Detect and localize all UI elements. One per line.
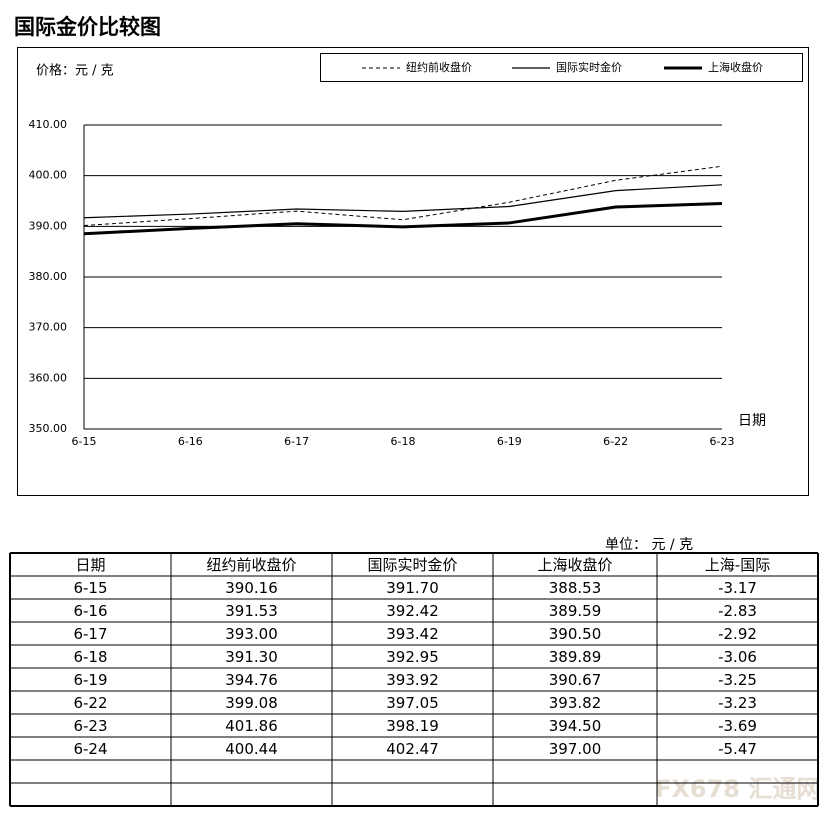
table-header: 上海收盘价 — [537, 556, 612, 574]
table-cell: 391.53 — [225, 602, 278, 620]
table-cell: 6-22 — [73, 694, 107, 712]
series-line — [83, 202, 723, 236]
table-cell: 389.89 — [549, 648, 602, 666]
x-tick-label: 6-22 — [603, 435, 628, 448]
table-cell: -2.92 — [718, 625, 757, 643]
table-cell: 394.50 — [549, 717, 602, 735]
table-cell: 401.86 — [225, 717, 278, 735]
table-header: 国际实时金价 — [367, 556, 457, 574]
table-cell: -3.06 — [718, 648, 757, 666]
table-cell: 397.00 — [549, 740, 602, 758]
table-cell: -3.69 — [718, 717, 757, 735]
table-cell: 393.92 — [386, 671, 439, 689]
chart-frame — [17, 47, 809, 496]
series-line — [83, 165, 723, 227]
x-axis-label: 日期 — [738, 413, 766, 429]
y-tick-label: 390.00 — [29, 219, 68, 232]
y-tick-label: 360.00 — [29, 371, 68, 384]
x-tick-label: 6-23 — [710, 435, 735, 448]
table-cell: 391.30 — [225, 648, 278, 666]
table-header: 纽约前收盘价 — [206, 556, 296, 574]
table-cell: -3.23 — [718, 694, 757, 712]
table-cell: -3.17 — [718, 579, 757, 597]
table-cell: -2.83 — [718, 602, 757, 620]
x-tick-label: 6-18 — [391, 435, 416, 448]
watermark: FX678 汇通网 — [655, 775, 820, 803]
y-tick-label: 370.00 — [29, 321, 68, 334]
table-cell: 6-18 — [73, 648, 107, 666]
table-cell: 388.53 — [549, 579, 602, 597]
table-cell: 6-24 — [73, 740, 107, 758]
x-tick-label: 6-16 — [178, 435, 203, 448]
table-cell: -5.47 — [718, 740, 757, 758]
y-tick-label: 350.00 — [29, 422, 68, 435]
table-header: 上海-国际 — [705, 556, 770, 574]
table-cell: 6-15 — [73, 579, 107, 597]
table-cell: -3.25 — [718, 671, 757, 689]
table-cell: 394.76 — [225, 671, 278, 689]
table-cell: 6-23 — [73, 717, 107, 735]
x-tick-label: 6-17 — [284, 435, 309, 448]
chart-title: 国际金价比较图 — [14, 15, 161, 39]
x-tick-label: 6-19 — [497, 435, 522, 448]
table-cell: 393.82 — [549, 694, 602, 712]
table-cell: 393.00 — [225, 625, 278, 643]
table-cell: 390.16 — [225, 579, 278, 597]
legend-label: 国际实时金价 — [556, 60, 622, 74]
x-tick-label: 6-15 — [72, 435, 97, 448]
table-cell: 389.59 — [549, 602, 602, 620]
table-cell: 392.42 — [386, 602, 439, 620]
legend-label: 纽约前收盘价 — [406, 60, 472, 74]
table-cell: 392.95 — [386, 648, 439, 666]
table-cell: 393.42 — [386, 625, 439, 643]
table-unit: 单位： 元 / 克 — [605, 537, 693, 553]
table-cell: 6-17 — [73, 625, 107, 643]
table-cell: 400.44 — [225, 740, 278, 758]
table-cell: 390.50 — [549, 625, 602, 643]
table-cell: 397.05 — [386, 694, 439, 712]
table-cell: 391.70 — [386, 579, 439, 597]
y-tick-label: 380.00 — [29, 270, 68, 283]
y-axis-label: 价格：元 / 克 — [36, 63, 114, 79]
legend-label: 上海收盘价 — [708, 60, 763, 74]
table-cell: 6-19 — [73, 671, 107, 689]
y-tick-label: 400.00 — [29, 169, 68, 182]
table-cell: 402.47 — [386, 740, 439, 758]
table-cell: 6-16 — [73, 602, 107, 620]
table-header: 日期 — [75, 556, 105, 574]
table-cell: 390.67 — [549, 671, 602, 689]
y-tick-label: 410.00 — [29, 118, 68, 131]
table-cell: 399.08 — [225, 694, 278, 712]
legend-box — [320, 53, 803, 82]
series-line — [83, 184, 723, 219]
table-cell: 398.19 — [386, 717, 439, 735]
